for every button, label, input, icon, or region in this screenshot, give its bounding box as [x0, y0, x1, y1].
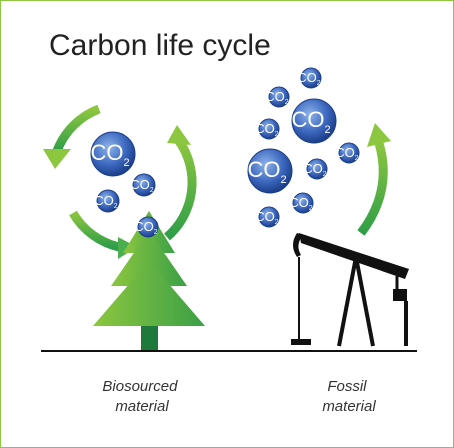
caption-line: material: [322, 398, 376, 415]
co2-sub: 2: [123, 157, 129, 169]
arrow-head: [167, 125, 191, 145]
caption-line: material: [115, 398, 169, 415]
co2-sub: 2: [114, 203, 118, 210]
co2-main: CO: [291, 107, 324, 132]
pumpjack: [291, 233, 409, 346]
co2-main: CO: [134, 219, 154, 234]
arrow-head: [43, 149, 71, 169]
co2-sub: 2: [150, 187, 154, 194]
co2-main: CO: [297, 70, 317, 85]
co2-main: CO: [255, 121, 275, 136]
title: Carbon life cycle: [49, 29, 271, 62]
co2-main: CO: [94, 193, 114, 208]
caption: Fossil material: [322, 378, 376, 415]
co2-sub: 2: [355, 155, 359, 162]
co2-main: CO: [289, 195, 309, 210]
caption-line: Biosourced: [102, 378, 178, 395]
co2-main: CO: [303, 161, 323, 176]
co2-main: CO: [255, 209, 275, 224]
co2-sub: 2: [323, 171, 327, 178]
cycle-arrows: [57, 109, 192, 247]
co2-sub: 2: [280, 174, 286, 186]
co2-sub: 2: [285, 99, 289, 106]
co2-main: CO: [335, 145, 355, 160]
co2-sub: 2: [317, 80, 321, 87]
co2-sub: 2: [309, 205, 313, 212]
arrow-head: [367, 123, 391, 147]
fossil-arrow: [361, 143, 383, 233]
caption: Biosourced material: [102, 378, 181, 415]
co2-sub: 2: [275, 131, 279, 138]
co2-main: CO: [247, 157, 280, 182]
co2-main: CO: [130, 177, 150, 192]
co2-sub: 2: [154, 229, 158, 236]
co2-sub: 2: [324, 124, 330, 136]
diagram: Carbon life cycle Biosourced material Fo…: [1, 1, 453, 447]
caption-line: Fossil: [327, 378, 367, 395]
co2-sub: 2: [275, 219, 279, 226]
co2-main: CO: [265, 89, 285, 104]
infographic: Carbon life cycle Biosourced material Fo…: [0, 0, 454, 448]
co2-main: CO: [90, 140, 123, 165]
